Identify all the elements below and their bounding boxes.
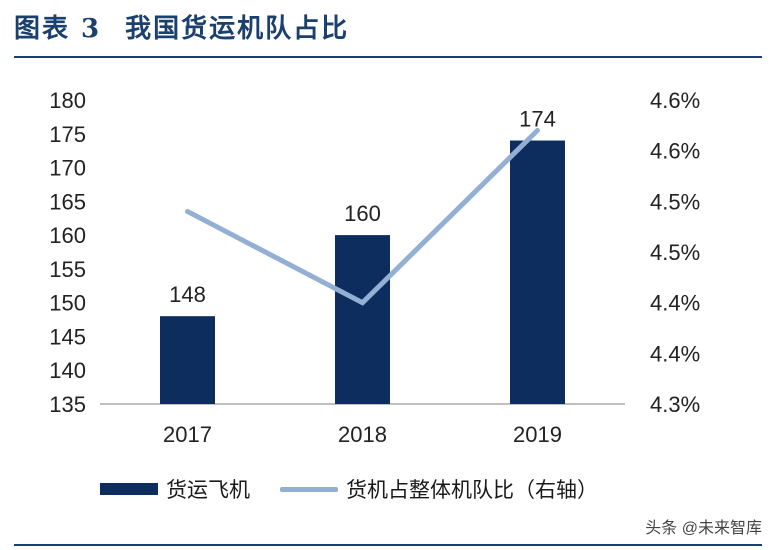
top-rule	[14, 56, 762, 58]
watermark-text: 头条 @未来智库	[645, 520, 762, 537]
left-tick-label: 170	[49, 156, 86, 181]
right-tick-label: 4.5%	[650, 189, 700, 214]
left-tick-label: 145	[49, 324, 86, 349]
left-tick-label: 165	[49, 189, 86, 214]
figure-title: 我国货运机队占比	[125, 13, 350, 44]
legend-item-bar: 货运飞机	[100, 474, 250, 504]
figure-header: 图表 3 我国货运机队占比	[14, 6, 349, 46]
left-tick-label: 135	[49, 392, 86, 417]
chart-legend: 货运飞机 货机占整体机队比（右轴）	[100, 474, 628, 504]
legend-swatch-line	[280, 486, 338, 492]
bar-data-label: 160	[344, 201, 381, 226]
left-tick-label: 140	[49, 358, 86, 383]
left-tick-label: 155	[49, 257, 86, 282]
left-tick-label: 180	[49, 88, 86, 113]
right-tick-label: 4.6%	[650, 139, 700, 164]
category-label: 2018	[338, 422, 387, 447]
right-tick-label: 4.4%	[650, 341, 700, 366]
bar-2019	[510, 140, 565, 405]
left-tick-label: 150	[49, 291, 86, 316]
bar-2017	[160, 316, 215, 404]
figure-label: 图表 3	[14, 13, 102, 44]
left-tick-label: 160	[49, 223, 86, 248]
bar-data-label: 148	[169, 282, 206, 307]
right-tick-label: 4.5%	[650, 240, 700, 265]
right-tick-label: 4.3%	[650, 392, 700, 417]
category-label: 2017	[163, 422, 212, 447]
bottom-rule	[14, 544, 762, 546]
legend-item-line: 货机占整体机队比（右轴）	[280, 474, 598, 504]
category-label: 2019	[513, 422, 562, 447]
bar-2018	[335, 235, 390, 404]
legend-label-line: 货机占整体机队比（右轴）	[346, 479, 598, 502]
right-tick-label: 4.4%	[650, 291, 700, 316]
legend-label-bar: 货运飞机	[166, 479, 250, 502]
chart-canvas: 135 140 145 150 155 160 165 170 175 180 4.3% 4.4% 4.…	[49, 88, 700, 447]
bar-data-label: 174	[519, 107, 556, 132]
right-tick-label: 4.6%	[650, 88, 700, 113]
left-tick-label: 175	[49, 122, 86, 147]
legend-swatch-bar	[100, 483, 158, 495]
